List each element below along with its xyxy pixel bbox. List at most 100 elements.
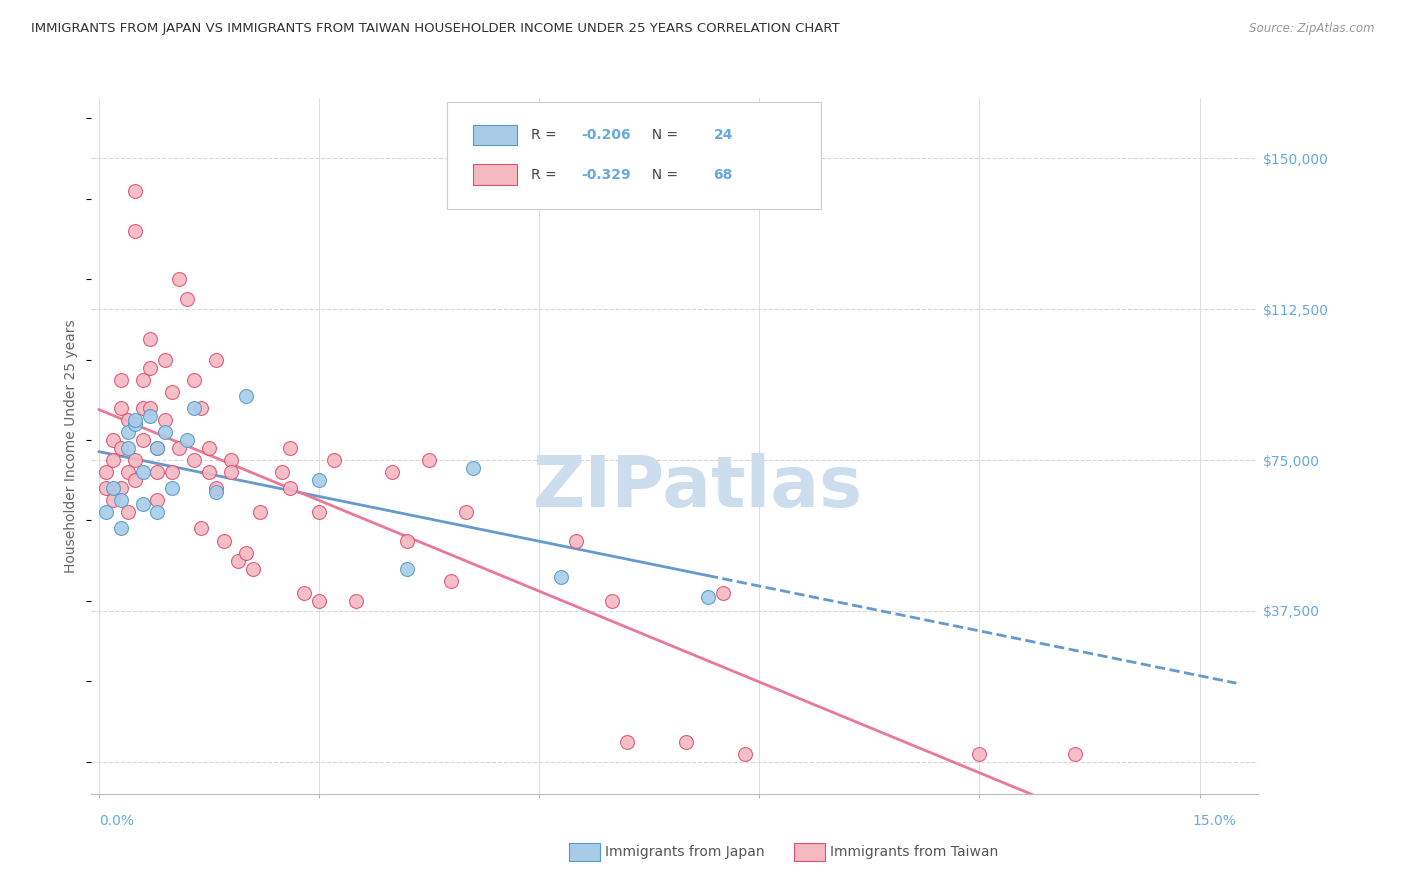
Point [124,224,146,238]
Point [696,590,718,604]
Point [132,401,155,415]
Point [132,497,155,511]
Point [103,433,125,447]
Text: N =: N = [644,168,683,182]
Point [344,594,367,608]
Point [616,734,638,748]
Point [308,473,330,487]
Point [183,453,205,467]
Text: N =: N = [644,128,683,142]
Point [308,505,330,519]
Point [103,493,125,508]
Point [94,481,117,495]
Point [146,505,169,519]
Point [550,570,572,584]
Point [461,461,484,475]
Text: Immigrants from Japan: Immigrants from Japan [605,845,765,859]
Point [190,401,212,415]
Point [440,574,463,588]
Point [381,465,404,479]
Point [271,465,294,479]
Point [219,465,242,479]
Point [322,453,344,467]
Point [110,481,132,495]
Text: 24: 24 [713,128,733,142]
Point [418,453,440,467]
Point [153,413,176,427]
Point [146,441,169,455]
Point [160,465,183,479]
Point [176,433,198,447]
Point [212,533,235,548]
Text: ZIPatlas: ZIPatlas [533,453,863,522]
Point [110,401,132,415]
FancyBboxPatch shape [447,102,821,210]
Text: 15.0%: 15.0% [1192,814,1236,828]
Text: 0.0%: 0.0% [98,814,134,828]
Point [117,465,139,479]
Text: -0.329: -0.329 [582,168,631,182]
Point [169,441,191,455]
Point [117,505,139,519]
Text: 68: 68 [713,168,733,182]
Text: Source: ZipAtlas.com: Source: ZipAtlas.com [1250,22,1375,36]
Point [124,453,146,467]
Point [139,401,162,415]
Point [139,333,162,347]
Point [139,409,162,423]
Point [110,521,132,535]
Point [124,184,146,198]
Point [132,465,155,479]
Point [153,352,176,367]
Point [235,389,257,403]
Y-axis label: Householder Income Under 25 years: Householder Income Under 25 years [65,319,79,573]
Point [242,562,264,576]
Point [117,441,139,455]
Point [169,272,191,286]
Text: R =: R = [531,168,561,182]
Point [94,505,117,519]
Point [103,453,125,467]
Point [395,562,418,576]
Point [153,425,176,439]
Point [969,747,991,761]
Point [146,465,169,479]
Point [226,553,249,567]
Point [205,352,228,367]
Point [205,485,228,500]
Point [94,465,117,479]
Point [675,734,697,748]
Point [110,441,132,455]
Point [110,373,132,387]
Point [454,505,477,519]
Point [117,425,139,439]
Point [292,586,315,600]
Point [235,545,257,559]
Point [132,433,155,447]
Point [308,594,330,608]
Point [176,292,198,306]
Point [190,521,212,535]
Point [139,360,162,375]
Point [249,505,271,519]
Point [183,373,205,387]
Text: IMMIGRANTS FROM JAPAN VS IMMIGRANTS FROM TAIWAN HOUSEHOLDER INCOME UNDER 25 YEAR: IMMIGRANTS FROM JAPAN VS IMMIGRANTS FROM… [31,22,839,36]
Text: R =: R = [531,128,561,142]
Point [278,481,301,495]
Point [117,413,139,427]
Point [734,747,756,761]
Point [198,465,221,479]
Point [146,441,169,455]
Point [124,413,146,427]
Point [395,533,418,548]
Point [124,473,146,487]
Point [565,533,588,548]
FancyBboxPatch shape [472,125,517,145]
Point [160,481,183,495]
Point [103,481,125,495]
Point [219,453,242,467]
Point [602,594,624,608]
FancyBboxPatch shape [472,164,517,186]
Point [132,373,155,387]
Text: -0.206: -0.206 [582,128,631,142]
